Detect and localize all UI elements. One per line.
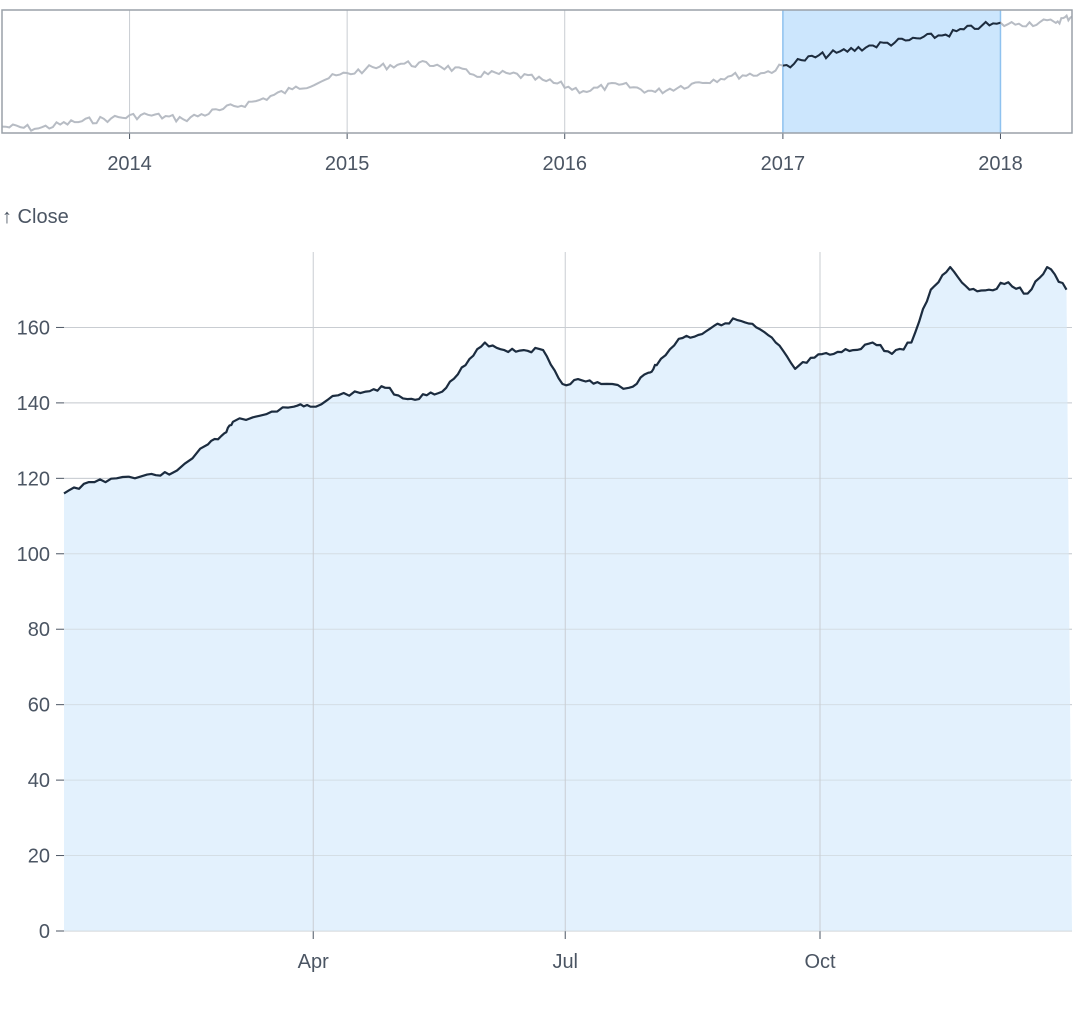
overview-x-tick-label: 2018 [978, 153, 1023, 175]
overview-x-tick-label: 2017 [761, 153, 806, 175]
y-tick-label: 120 [17, 468, 50, 490]
close-area [64, 267, 1072, 932]
y-tick-label: 20 [28, 846, 50, 868]
y-tick-label: 40 [28, 770, 50, 792]
overview-x-tick-label: 2016 [542, 153, 587, 175]
x-tick-label: Oct [804, 951, 836, 973]
main-area-chart: 0 20 40 60 80 100 120 140 160 Apr Jul Oct [17, 252, 1072, 973]
y-tick-label: 0 [39, 921, 50, 943]
y-tick-label: 140 [17, 393, 50, 415]
overview-frame [1, 9, 1073, 134]
y-tick-label: 160 [17, 317, 50, 339]
y-tick-label: 80 [28, 619, 50, 641]
y-tick-label: 100 [17, 544, 50, 566]
x-tick-label: Apr [298, 951, 329, 973]
y-axis-title: ↑ Close [2, 206, 69, 228]
overview-x-tick-label: 2015 [325, 153, 370, 175]
y-tick-label: 60 [28, 695, 50, 717]
overview-x-tick-label: 2014 [107, 153, 152, 175]
overview-navigator-chart[interactable]: 2014 2015 2016 2017 2018 [0, 0, 1080, 190]
brush-selection [782, 10, 1001, 133]
x-tick-label: Jul [552, 951, 578, 973]
overview-line-selected [782, 20, 1001, 69]
